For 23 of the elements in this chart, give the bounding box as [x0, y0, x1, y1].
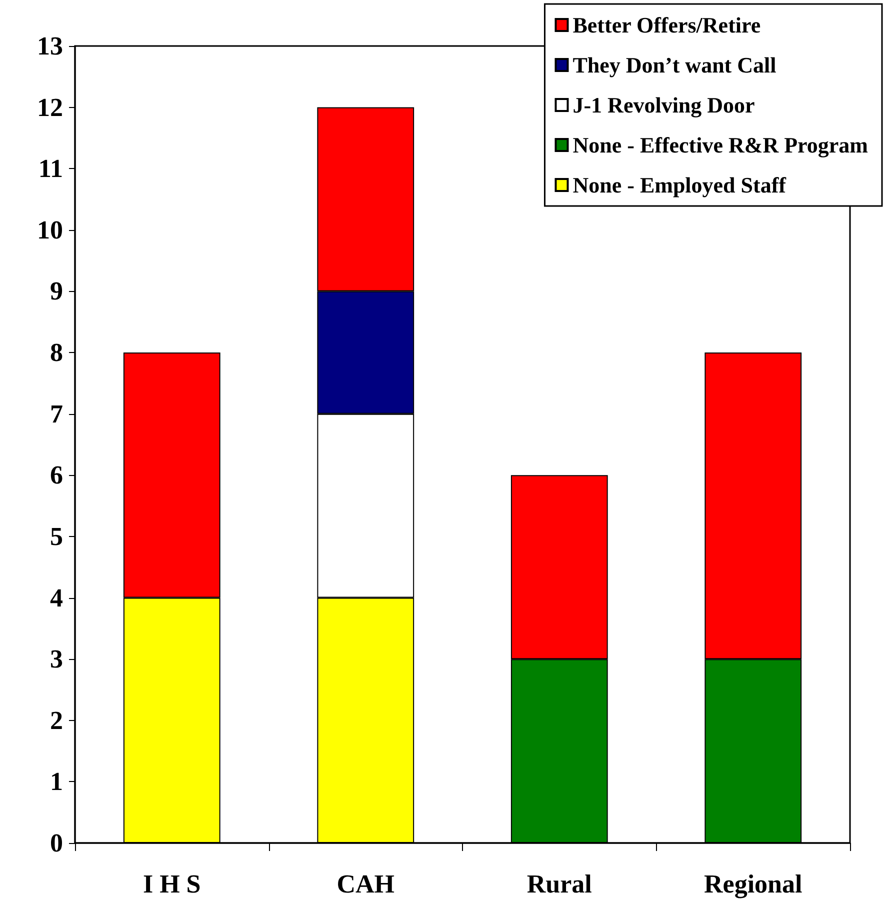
- legend-label: They Don’t want Call: [572, 52, 776, 78]
- legend-label: J-1 Revolving Door: [572, 92, 756, 118]
- y-tick-label: 13: [37, 32, 63, 60]
- y-tick-label: 1: [50, 767, 63, 796]
- y-tick-label: 3: [50, 644, 63, 674]
- y-tick-label: 2: [50, 706, 63, 735]
- y-tick-label: 8: [50, 338, 63, 368]
- y-tick-label: 7: [50, 399, 63, 428]
- x-tick-label: Regional: [704, 870, 802, 898]
- y-tick-label: 11: [38, 154, 63, 184]
- y-tick-label: 0: [50, 828, 63, 858]
- y-tick-label: 6: [50, 460, 63, 490]
- y-tick-label: 10: [37, 215, 63, 244]
- y-tick-label: 4: [50, 583, 63, 612]
- y-tick-label: 9: [50, 276, 63, 306]
- legend-label: Better Offers/Retire: [572, 12, 761, 38]
- x-tick-label: I H S: [142, 870, 201, 898]
- x-tick-label: CAH: [336, 870, 395, 898]
- legend-label: None - Employed Staff: [572, 172, 787, 198]
- y-tick-label: 5: [50, 522, 63, 551]
- y-tick-label: 12: [37, 92, 63, 122]
- legend-label: None - Effective R&R Program: [572, 132, 868, 158]
- x-tick-label: Rural: [526, 870, 592, 898]
